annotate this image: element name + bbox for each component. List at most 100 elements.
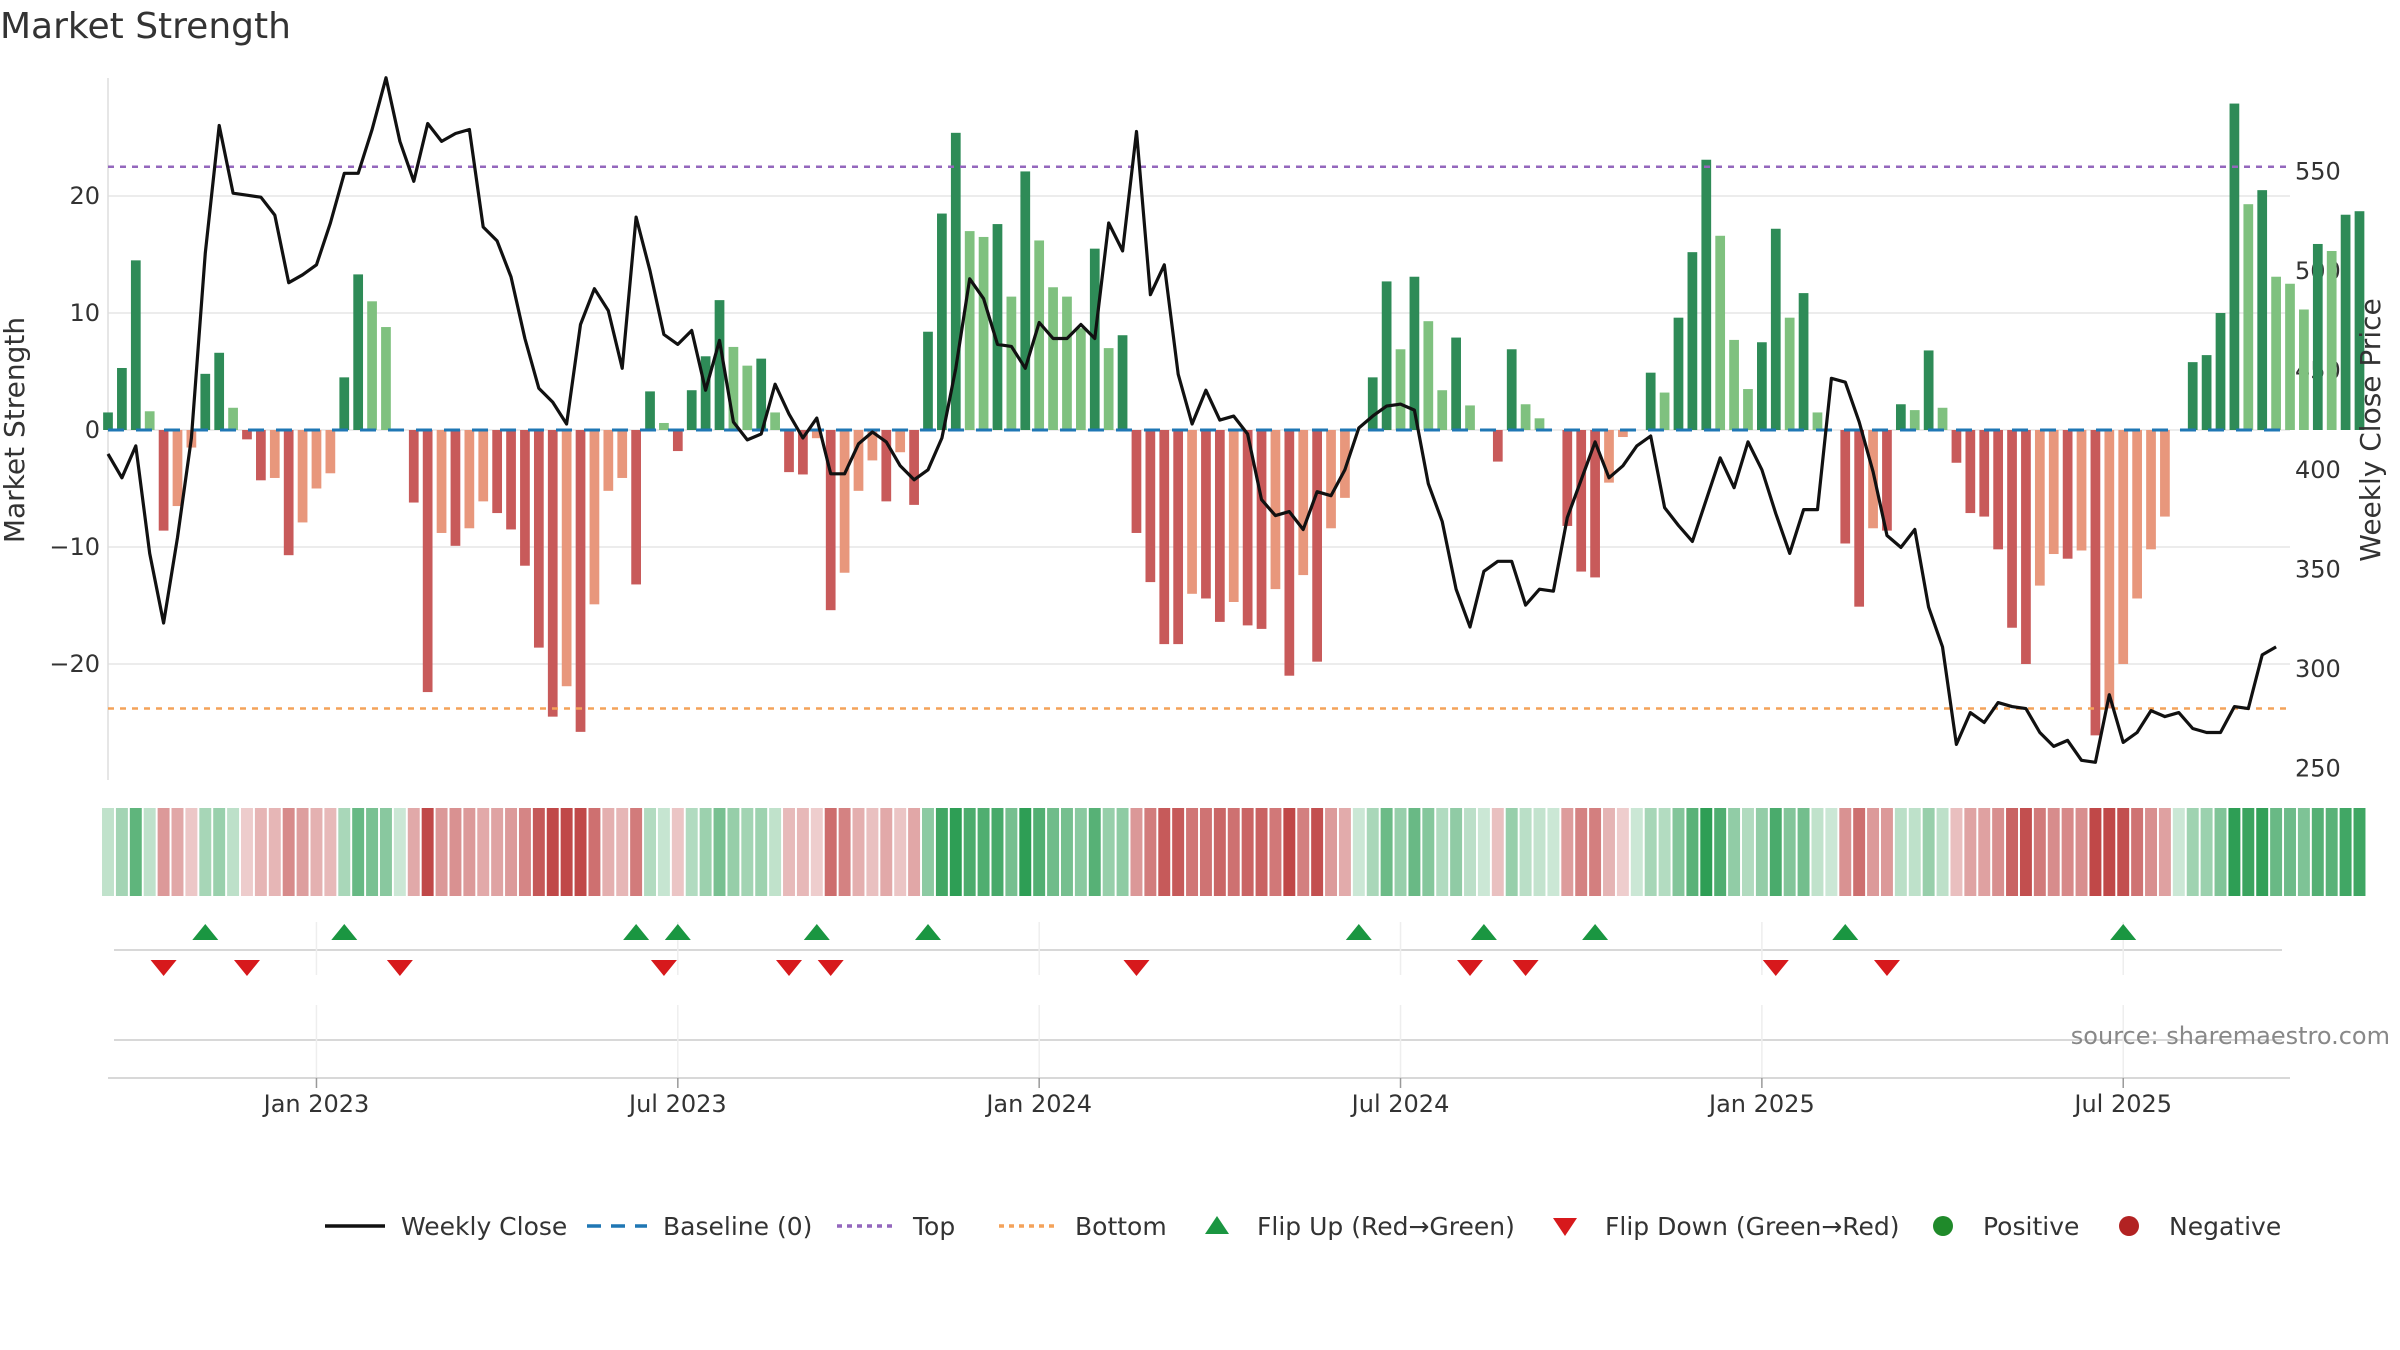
strength-bar: [2090, 430, 2101, 736]
strength-bar: [547, 430, 558, 717]
strength-bar: [2146, 430, 2156, 550]
strength-bar: [2229, 103, 2240, 430]
heat-cell: [2270, 808, 2283, 896]
strength-bar: [937, 213, 947, 430]
strength-bar: [228, 407, 238, 430]
strength-bar: [464, 430, 475, 529]
x-tick-label: Jan 2024: [984, 1090, 1092, 1118]
strength-bar: [520, 430, 530, 566]
flip-up-marker: [1345, 924, 1372, 940]
heat-cell: [755, 808, 768, 896]
flip-down-marker: [1457, 960, 1484, 976]
heat-cell: [296, 808, 309, 896]
heat-cell: [1213, 808, 1226, 896]
heat-cell: [1394, 808, 1407, 896]
heat-cell: [2353, 808, 2366, 896]
flip-up-marker: [914, 924, 941, 940]
strength-bar: [631, 430, 641, 585]
heat-cell: [1436, 808, 1449, 896]
strength-bar: [700, 356, 711, 430]
strength-bar: [645, 391, 655, 430]
y-tick-left: 20: [69, 182, 100, 210]
heat-cell: [2200, 808, 2213, 896]
heat-cell: [1616, 808, 1629, 896]
strength-bar: [853, 430, 864, 491]
strength-bar: [297, 430, 308, 523]
heat-cell: [407, 808, 420, 896]
heat-cell: [1450, 808, 1463, 896]
strength-bar: [1048, 287, 1058, 430]
strength-bar: [1284, 430, 1295, 676]
strength-bar: [1506, 349, 1517, 430]
flip-down-marker: [150, 960, 177, 976]
heat-cell: [1311, 808, 1324, 896]
strength-bar: [1270, 430, 1281, 590]
strength-bar: [1187, 430, 1197, 594]
heat-cell: [1422, 808, 1435, 896]
strength-bar: [450, 430, 461, 546]
strength-bar: [1576, 430, 1587, 572]
heat-cell: [1366, 808, 1379, 896]
heat-cell: [1908, 808, 1921, 896]
strength-bar: [367, 301, 377, 430]
strength-bar: [1909, 410, 1920, 430]
strength-bar: [2132, 430, 2142, 599]
strength-bar: [1534, 418, 1545, 430]
strength-bar: [756, 358, 767, 430]
strength-bar: [2312, 243, 2323, 430]
heat-cell: [810, 808, 823, 896]
heat-cell: [685, 808, 698, 896]
heat-cell: [1880, 808, 1893, 896]
heat-cell: [1255, 808, 1268, 896]
heat-cell: [1519, 808, 1532, 896]
heat-cell: [671, 808, 684, 896]
heat-cell: [1158, 808, 1171, 896]
strength-bar: [2354, 211, 2365, 430]
strength-bar: [1131, 430, 1142, 533]
heat-cell: [2089, 808, 2102, 896]
heat-cell: [2172, 808, 2185, 896]
heat-cell: [129, 808, 142, 896]
strength-bar: [1451, 337, 1461, 430]
heat-cell: [379, 808, 392, 896]
heat-cell: [1644, 808, 1657, 896]
heat-cell: [546, 808, 559, 896]
heat-cell: [1144, 808, 1157, 896]
flip-up-marker: [2110, 924, 2137, 940]
heat-cell: [922, 808, 934, 896]
heat-cell: [2242, 808, 2255, 896]
strength-bar: [1437, 390, 1448, 430]
strength-bar: [172, 430, 183, 507]
heat-cell: [560, 808, 573, 896]
heat-cell: [991, 808, 1004, 896]
strength-bar: [1812, 412, 1823, 430]
legend: Weekly Close Baseline (0) Top Bottom Flip Up…: [325, 1212, 2281, 1241]
heat-cell: [838, 808, 851, 896]
strength-bar: [1979, 430, 1990, 517]
heat-cell: [241, 808, 253, 896]
heat-cell: [1686, 808, 1699, 896]
heat-cell: [1227, 808, 1240, 896]
strength-bar: [2076, 430, 2087, 551]
heat-cell: [1839, 808, 1852, 896]
strength-bar: [895, 430, 906, 453]
heat-cell: [1992, 808, 2005, 896]
strength-bar: [1784, 317, 1795, 430]
strength-heat-strip: [102, 808, 2366, 896]
strength-bar: [867, 430, 878, 461]
strength-bar: [923, 331, 933, 430]
heat-cell: [310, 808, 323, 896]
strength-bar: [1798, 293, 1809, 430]
heat-cell: [2019, 808, 2032, 896]
flip-down-marker: [1512, 960, 1539, 976]
strength-bar: [672, 430, 683, 452]
strength-bar: [1465, 405, 1475, 430]
legend-label: Flip Down (Green→Red): [1605, 1212, 1900, 1241]
heat-cell: [1561, 808, 1574, 896]
heat-cell: [2325, 808, 2338, 896]
strength-bar: [617, 430, 628, 478]
strength-bar: [1840, 430, 1851, 544]
strength-bar: [1757, 342, 1767, 430]
strength-bar: [1520, 404, 1531, 430]
flip-up-marker: [1470, 924, 1497, 940]
